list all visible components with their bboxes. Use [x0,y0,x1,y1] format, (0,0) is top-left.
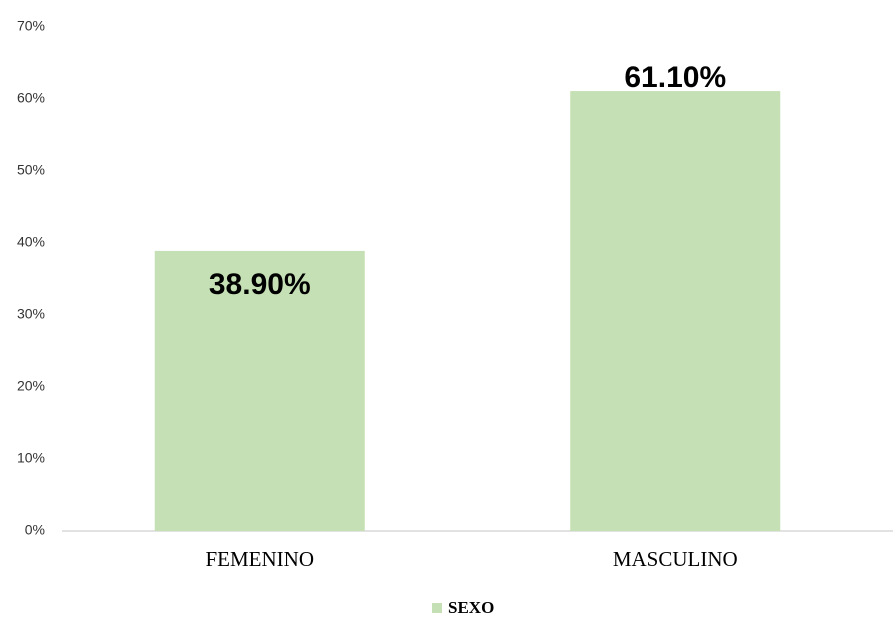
y-tick-label: 50% [17,162,45,178]
legend-swatch [432,603,442,613]
bar [570,91,781,531]
y-tick-label: 30% [17,306,45,322]
x-tick-label: MASCULINO [613,547,738,571]
y-tick-label: 70% [17,18,45,34]
data-label: 61.10% [624,61,726,94]
y-tick-label: 0% [25,522,45,538]
data-label: 38.90% [209,268,311,301]
y-tick-label: 10% [17,450,45,466]
y-tick-label: 20% [17,378,45,394]
legend-label: SEXO [448,598,494,617]
y-tick-label: 40% [17,234,45,250]
bar [154,250,365,532]
y-tick-label: 60% [17,90,45,106]
x-tick-label: FEMENINO [206,547,315,571]
